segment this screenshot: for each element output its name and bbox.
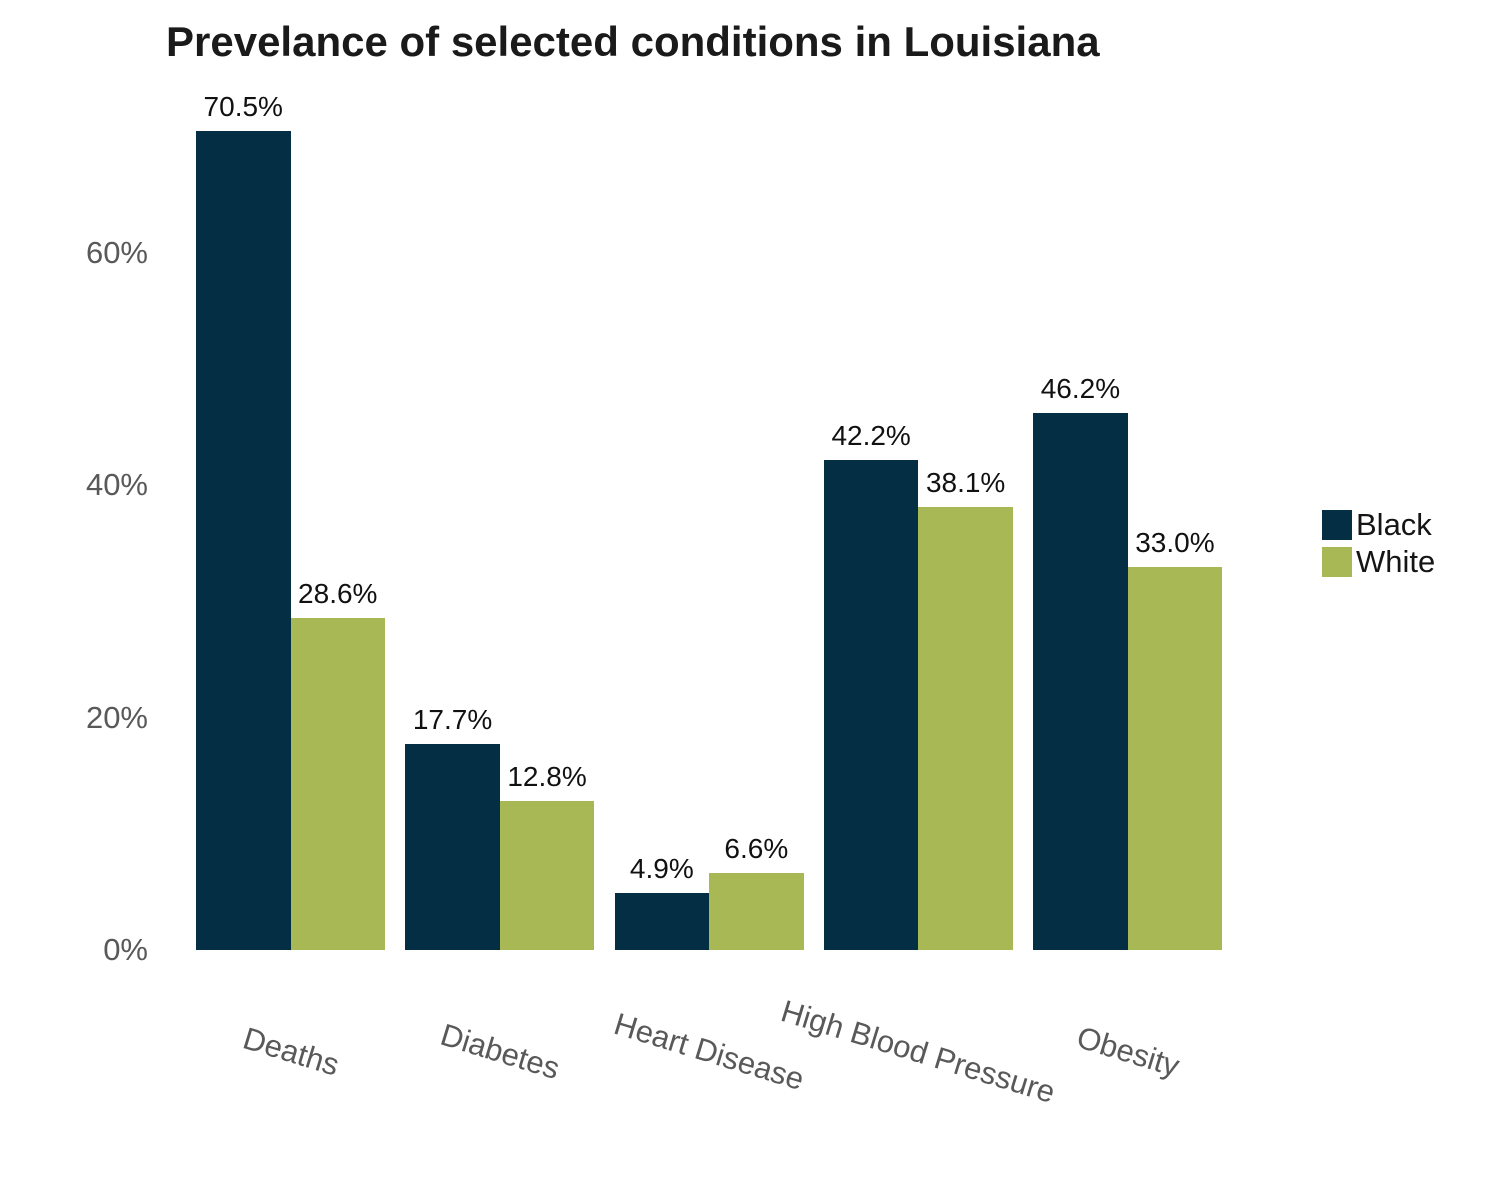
bar-value-label: 70.5% [203, 91, 283, 123]
bar-white-heart-disease [709, 873, 804, 950]
bar-white-deaths [290, 617, 385, 950]
legend-item-white: White [1322, 543, 1435, 580]
x-axis-category-label: Obesity [1072, 1019, 1184, 1084]
legend-item-black: Black [1322, 506, 1435, 543]
x-axis-category-label: Deaths [238, 1020, 343, 1083]
bar-value-label: 4.9% [629, 853, 694, 885]
legend: Black White [1322, 506, 1435, 580]
x-axis-category-label: Diabetes [436, 1016, 564, 1087]
bar-value-label: 42.2% [831, 419, 911, 451]
bar-black-obesity [1033, 413, 1128, 950]
legend-label-black: Black [1356, 506, 1432, 542]
bar-black-heart-disease [614, 893, 710, 950]
legend-swatch-black [1322, 509, 1352, 540]
bar-value-label: 17.7% [412, 704, 493, 736]
y-axis-tick-label: 40% [85, 467, 148, 503]
bar-white-high-blood-pressure [918, 507, 1013, 950]
legend-label-white: White [1356, 543, 1436, 579]
bar-value-label: 33.0% [1135, 526, 1215, 558]
y-axis-tick-label: 60% [85, 234, 148, 270]
bar-black-diabetes [405, 744, 500, 950]
bar-value-label: 12.8% [507, 761, 587, 793]
y-axis-tick-label: 20% [85, 699, 148, 735]
bar-black-deaths [196, 131, 291, 950]
bar-value-label: 6.6% [724, 833, 789, 865]
bar-white-obesity [1127, 566, 1223, 950]
bar-value-label: 46.2% [1040, 373, 1121, 405]
chart-title: Prevelance of selected conditions in Lou… [166, 18, 1100, 65]
legend-swatch-white [1322, 546, 1352, 577]
bar-white-diabetes [499, 801, 595, 950]
bar-value-label: 38.1% [925, 467, 1006, 499]
bar-value-label: 28.6% [298, 577, 378, 609]
bar-black-high-blood-pressure [823, 459, 919, 950]
x-axis-category-label: High Blood Pressure [777, 993, 1060, 1110]
y-axis-tick-label: 0% [103, 932, 148, 967]
